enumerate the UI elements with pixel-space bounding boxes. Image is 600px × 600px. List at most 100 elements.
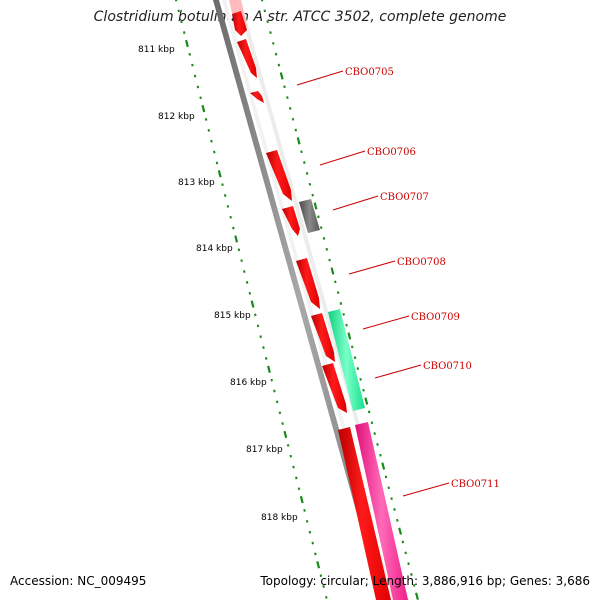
ruler-minor-tick: [283, 85, 286, 89]
ruler-minor-tick: [277, 63, 281, 67]
accession-text: Accession: NC_009495: [10, 574, 147, 588]
ruler-major-tick: [234, 235, 239, 243]
leader-cbo0708: [348, 260, 396, 275]
ruler-minor-tick: [342, 312, 345, 316]
ruler-minor-tick: [199, 96, 202, 100]
ruler-minor-tick: [362, 388, 365, 392]
ruler-minor-tick: [193, 74, 197, 78]
ruler-minor-tick: [401, 540, 405, 544]
ruler-minor-tick: [353, 356, 357, 360]
ruler-minor-tick: [288, 106, 292, 110]
ruler-major-tick: [201, 104, 206, 113]
ruler-minor-tick: [229, 215, 232, 219]
leader-cbo0706: [319, 150, 366, 166]
ruler-minor-tick: [412, 583, 416, 587]
ruler-minor-tick: [370, 421, 374, 425]
ruler-minor-tick: [339, 302, 343, 305]
ruler-minor-tick: [308, 182, 312, 186]
gene-label-cbo0706[interactable]: CBO0706: [367, 147, 416, 158]
gene-cbo0709-red: [311, 313, 335, 362]
ruler-minor-tick: [207, 128, 211, 132]
ruler-major-tick: [364, 397, 369, 405]
kbp-labels: 811 kbp 812 kbp 813 kbp 814 kbp 815 kbp …: [138, 45, 298, 523]
kbp-label: 814 kbp: [196, 244, 233, 254]
ruler-minor-tick: [188, 52, 191, 56]
ruler-major-tick: [267, 365, 271, 373]
leader-cbo0711: [402, 482, 450, 497]
leader-cbo0707: [332, 195, 379, 211]
kbp-ruler: [174, 0, 328, 599]
ruler-minor-tick: [237, 248, 241, 252]
ruler-minor-tick: [376, 443, 379, 446]
ruler-minor-tick: [274, 52, 278, 56]
genome-summary: Topology: circular; Length: 3,886,916 bp…: [260, 574, 590, 588]
leader-cbo0705: [296, 70, 344, 86]
gene-cbo0705-small: [250, 91, 264, 103]
gene-cbo0707: [299, 199, 320, 233]
ruler-major-tick: [398, 527, 403, 535]
ruler-minor-tick: [240, 259, 243, 263]
ruler-minor-tick: [325, 247, 329, 251]
ruler-minor-tick: [404, 551, 407, 555]
gene-label-cbo0705[interactable]: CBO0705: [345, 67, 394, 78]
ruler-minor-tick: [256, 324, 260, 328]
ruler-minor-tick: [336, 291, 340, 295]
ruler-minor-tick: [278, 411, 282, 415]
map-title: Clostridium botulinum A str. ATCC 3502, …: [93, 9, 507, 25]
ruler-minor-tick: [180, 20, 183, 24]
gene-cbo0710: [322, 363, 347, 413]
leader-cbo0709: [362, 315, 410, 330]
ruler-minor-tick: [350, 345, 354, 349]
gene-cbo0704-tail: [232, 11, 247, 36]
ruler-minor-tick: [291, 117, 295, 121]
gene-label-cbo0711[interactable]: CBO0711: [451, 479, 500, 490]
ruler-minor-tick: [292, 465, 295, 469]
ruler-minor-tick: [196, 85, 200, 89]
gene-label-cbo0710[interactable]: CBO0710: [423, 361, 472, 372]
gene-cbo0711: [355, 422, 408, 600]
ruler-minor-tick: [273, 389, 276, 393]
gene-cbo0709: [328, 309, 365, 411]
ruler-minor-tick: [314, 552, 317, 556]
ruler-minor-tick: [410, 573, 413, 576]
ruler-major-tick: [296, 137, 301, 145]
ruler-minor-tick: [387, 486, 391, 490]
ruler-minor-tick: [367, 410, 371, 414]
ruler-minor-tick: [319, 226, 323, 230]
ruler-minor-tick: [294, 128, 298, 132]
ruler-minor-tick: [396, 518, 399, 522]
gene-cbo0706: [266, 150, 292, 201]
ruler-minor-tick: [345, 323, 348, 327]
ruler-minor-tick: [281, 422, 284, 426]
kbp-label: 816 kbp: [230, 378, 267, 388]
ruler-major-tick: [330, 267, 335, 275]
ruler-minor-tick: [269, 31, 272, 34]
gene-labels: CBO0705 CBO0706 CBO0707 CBO0708 CBO0709 …: [345, 67, 500, 490]
ruler-minor-tick: [191, 63, 194, 67]
ruler-minor-tick: [259, 335, 262, 339]
outer-ruler: [260, 0, 419, 600]
ruler-minor-tick: [260, 0, 264, 2]
ruler-minor-tick: [226, 204, 230, 208]
gene-label-cbo0708[interactable]: CBO0708: [397, 257, 446, 268]
gene-label-cbo0709[interactable]: CBO0709: [411, 312, 460, 323]
ruler-minor-tick: [182, 31, 186, 34]
ruler-minor-tick: [223, 194, 227, 197]
gene-label-cbo0707[interactable]: CBO0707: [380, 192, 429, 203]
ruler-minor-tick: [303, 161, 306, 165]
ruler-minor-tick: [322, 585, 325, 588]
ruler-minor-tick: [286, 96, 289, 99]
label-leaders: [296, 70, 450, 497]
ruler-minor-tick: [174, 0, 178, 2]
ruler-minor-tick: [289, 454, 293, 458]
ruler-major-tick: [415, 592, 419, 600]
ruler-major-tick: [283, 430, 288, 439]
ruler-minor-tick: [177, 9, 180, 13]
ruler-minor-tick: [266, 20, 269, 24]
kbp-label: 811 kbp: [138, 45, 175, 55]
ruler-minor-tick: [204, 118, 208, 121]
kbp-label: 817 kbp: [246, 445, 283, 455]
ruler-minor-tick: [303, 509, 306, 512]
gene-cbo0708: [296, 258, 320, 309]
ruler-minor-tick: [297, 487, 301, 491]
